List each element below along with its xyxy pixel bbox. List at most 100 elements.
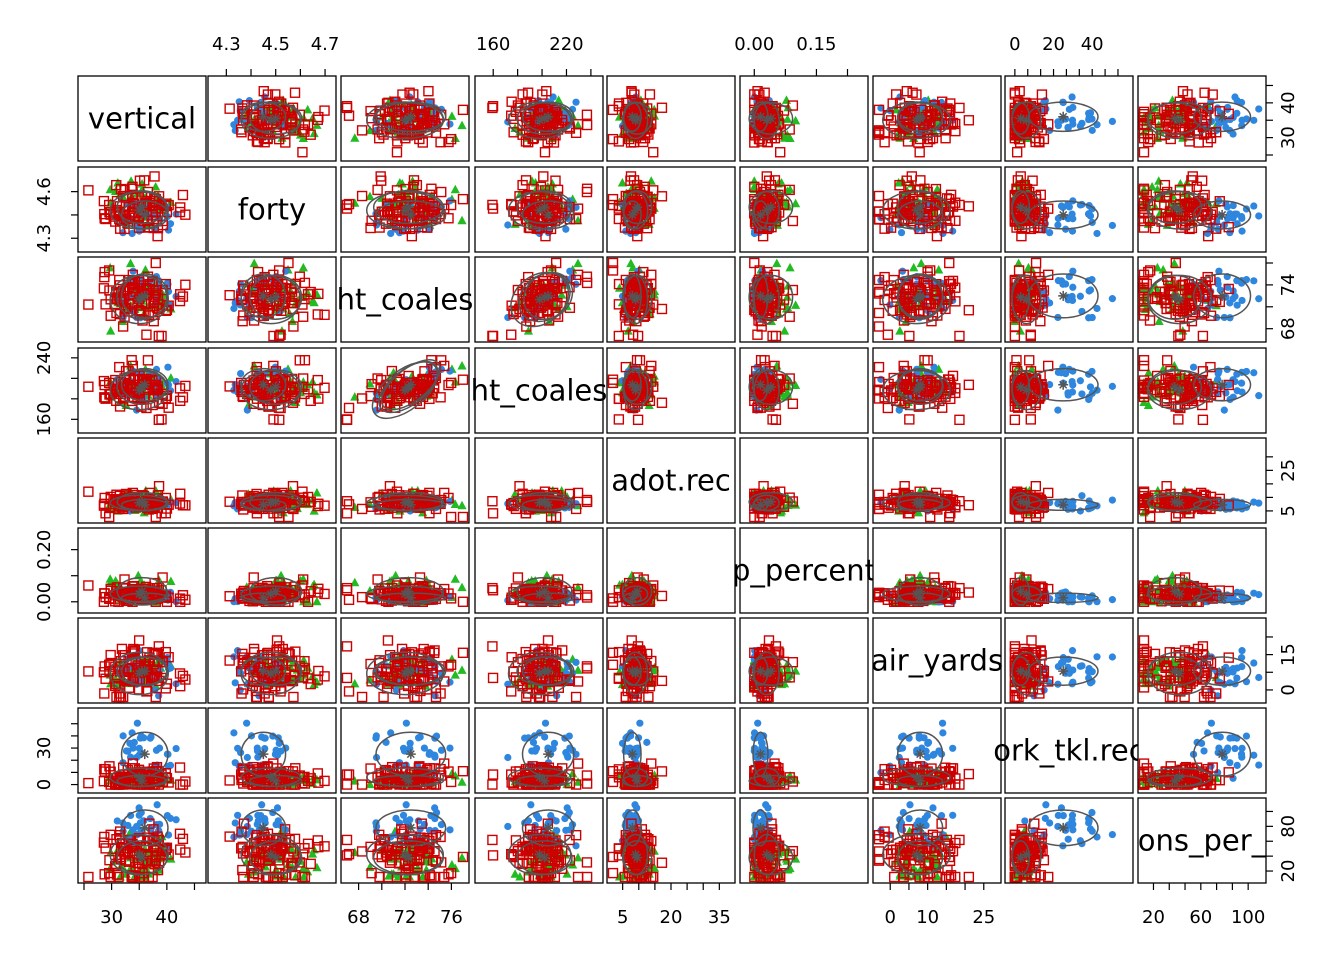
data-point-red (541, 86, 552, 97)
data-point-red (774, 147, 786, 158)
data-point-red (391, 147, 403, 158)
data-point-red (288, 321, 299, 332)
data-point-red (1198, 307, 1210, 319)
data-point-red (902, 299, 914, 310)
group-center-marker (270, 113, 281, 124)
group-center-marker (1021, 294, 1032, 305)
data-point-red (749, 181, 760, 193)
data-point-red (1043, 119, 1054, 130)
data-point-red (177, 189, 189, 201)
data-point-red (1197, 121, 1209, 133)
data-point-red (384, 191, 396, 202)
data-point-red (904, 330, 915, 342)
data-point-red (150, 257, 161, 269)
data-point-red (1011, 147, 1023, 158)
data-point-red (1009, 213, 1021, 225)
data-point-blue (1064, 200, 1072, 208)
data-point-red (915, 175, 926, 186)
data-point-red (120, 302, 132, 313)
data-point-blue (1215, 267, 1223, 275)
data-point-red (1167, 286, 1178, 298)
data-point-red (570, 127, 582, 139)
data-ellipse (510, 271, 570, 328)
data-ellipse (1011, 102, 1031, 135)
data-point-red (506, 329, 517, 340)
group-center-marker (1174, 115, 1185, 126)
data-point-red (397, 89, 408, 100)
data-point-red (302, 289, 314, 300)
diagonal-label: forty (238, 193, 306, 227)
group-center-marker (265, 115, 276, 126)
data-point-green (309, 297, 319, 307)
data-ellipse (752, 101, 769, 133)
panel-3-0 (77, 347, 207, 434)
data-point-red (299, 126, 310, 137)
data-point-red (305, 286, 316, 298)
data-point-red (487, 102, 498, 114)
data-point-red (607, 199, 619, 211)
data-point-red (174, 383, 186, 394)
group-center-marker (1174, 294, 1185, 305)
data-point-red (1177, 86, 1189, 97)
group-center-marker (265, 294, 276, 305)
data-point-blue (1064, 215, 1072, 223)
data-point-blue (237, 370, 245, 378)
group-center-marker (258, 379, 269, 390)
data-point-red (1173, 330, 1184, 342)
data-point-red (283, 257, 294, 269)
data-point-blue (566, 267, 574, 275)
data-point-red (411, 179, 423, 191)
group-center-marker (539, 113, 550, 124)
data-point-red (426, 183, 437, 194)
data-point-red (224, 290, 235, 301)
data-point-red (607, 193, 619, 205)
group-center-marker (627, 209, 638, 220)
data-point-red (557, 201, 568, 212)
data-point-red (137, 315, 148, 326)
data-point-green (614, 283, 625, 292)
data-point-red (1138, 106, 1150, 118)
data-point-red (947, 117, 959, 129)
data-ellipse (249, 369, 303, 406)
group-center-marker (765, 113, 776, 124)
data-point-red (83, 299, 94, 310)
data-point-red (319, 382, 330, 393)
data-point-red (765, 179, 777, 191)
data-point-blue (1069, 283, 1077, 291)
data-point-blue (1054, 122, 1062, 130)
data-point-red (275, 282, 286, 294)
data-point-blue (230, 304, 238, 313)
data-point-red (117, 393, 129, 404)
data-point-red (1203, 290, 1214, 301)
data-point-red (770, 330, 782, 342)
data-point-blue (1046, 229, 1054, 237)
data-point-red (656, 191, 668, 202)
data-point-red (787, 100, 799, 111)
data-point-red (925, 110, 937, 122)
data-point-blue (1085, 115, 1093, 124)
data-point-red (570, 213, 582, 225)
data-point-red (570, 274, 582, 286)
data-point-red (1179, 321, 1190, 332)
data-point-red (581, 186, 593, 198)
data-ellipse (748, 190, 794, 225)
data-point-red (457, 374, 469, 385)
data-point-red (1205, 127, 1216, 139)
data-ellipse (748, 274, 794, 320)
data-point-green (1015, 326, 1026, 335)
data-point-red (153, 199, 165, 211)
panel-2-5 (739, 256, 869, 343)
data-ellipse (240, 101, 302, 140)
group-center-marker (137, 382, 147, 393)
data-point-red (1149, 103, 1161, 114)
data-ellipse (621, 102, 653, 135)
data-point-red (942, 222, 953, 234)
data-point-red (929, 100, 940, 111)
data-point-red (274, 414, 285, 426)
data-point-red (784, 373, 795, 384)
data-point-blue (1085, 287, 1093, 295)
data-point-red (153, 330, 165, 342)
data-point-red (903, 289, 914, 300)
data-point-red (889, 128, 900, 139)
data-point-red (408, 89, 419, 100)
